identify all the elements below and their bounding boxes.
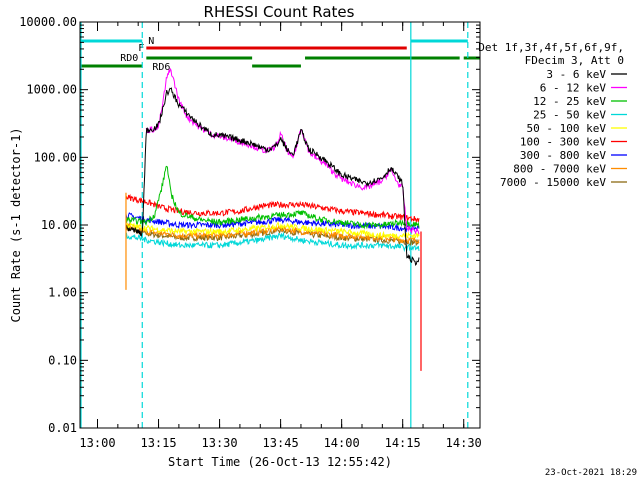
y-tick-label: 0.10 bbox=[48, 353, 77, 367]
y-tick-label: 100.00 bbox=[34, 150, 77, 164]
x-tick-label: 14:00 bbox=[324, 436, 360, 450]
x-tick-label: 13:30 bbox=[202, 436, 238, 450]
legend-entry-label: 6 - 12 keV bbox=[540, 82, 607, 95]
y-tick-label: 1000.00 bbox=[26, 83, 77, 97]
flag-bar-label: N bbox=[148, 36, 154, 47]
series-line bbox=[125, 231, 420, 253]
y-axis: 0.01 0.10 1.00 10.00 100.00 1000.00 10000.00 bbox=[19, 15, 480, 435]
x-axis: 13:00 13:15 13:30 13:45 14:00 14:15 14:30 bbox=[79, 22, 482, 450]
footer-timestamp: 23-Oct-2021 18:29 bbox=[545, 468, 637, 478]
legend-entry-label: 50 - 100 keV bbox=[527, 122, 607, 135]
x-axis-label: Start Time (26-Oct-13 12:55:42) bbox=[168, 455, 392, 469]
legend-entry-label: 300 - 800 keV bbox=[520, 149, 606, 162]
series-lines bbox=[125, 67, 422, 371]
x-tick-label: 14:15 bbox=[385, 436, 421, 450]
series-line bbox=[125, 221, 420, 240]
y-tick-label: 10.00 bbox=[41, 218, 77, 232]
legend: Det 1f,3f,4f,5f,6f,9f,FDecim 3, Att 03 -… bbox=[478, 41, 627, 189]
y-tick-label: 1.00 bbox=[48, 286, 77, 300]
x-tick-label: 13:00 bbox=[79, 436, 115, 450]
y-tick-label: 0.01 bbox=[48, 421, 77, 435]
x-tick-label: 14:30 bbox=[446, 436, 482, 450]
legend-entry-label: 12 - 25 keV bbox=[533, 95, 606, 108]
legend-entry-label: 7000 - 15000 keV bbox=[500, 176, 606, 189]
legend-entry-label: 3 - 6 keV bbox=[546, 68, 606, 81]
series-line bbox=[125, 165, 420, 230]
series-line bbox=[125, 212, 420, 233]
flag-bar-label: F bbox=[138, 43, 144, 54]
x-tick-label: 13:15 bbox=[140, 436, 176, 450]
series-line bbox=[125, 87, 420, 267]
legend-header: Det 1f,3f,4f,5f,6f,9f, bbox=[478, 41, 624, 54]
flag-bar-label: RD6 bbox=[152, 62, 170, 73]
x-tick-label: 13:45 bbox=[263, 436, 299, 450]
legend-entry-label: 100 - 300 keV bbox=[520, 136, 606, 149]
chart-title: RHESSI Count Rates bbox=[204, 3, 355, 21]
flag-bar-label: RD0 bbox=[120, 53, 138, 64]
legend-entry-label: 25 - 50 keV bbox=[533, 109, 606, 122]
legend-header: FDecim 3, Att 0 bbox=[525, 54, 624, 67]
y-axis-label: Count Rate (s-1 detector-1) bbox=[9, 127, 23, 322]
series-line bbox=[125, 193, 420, 224]
legend-entry-label: 800 - 7000 keV bbox=[513, 163, 606, 176]
y-tick-label: 10000.00 bbox=[19, 15, 77, 29]
